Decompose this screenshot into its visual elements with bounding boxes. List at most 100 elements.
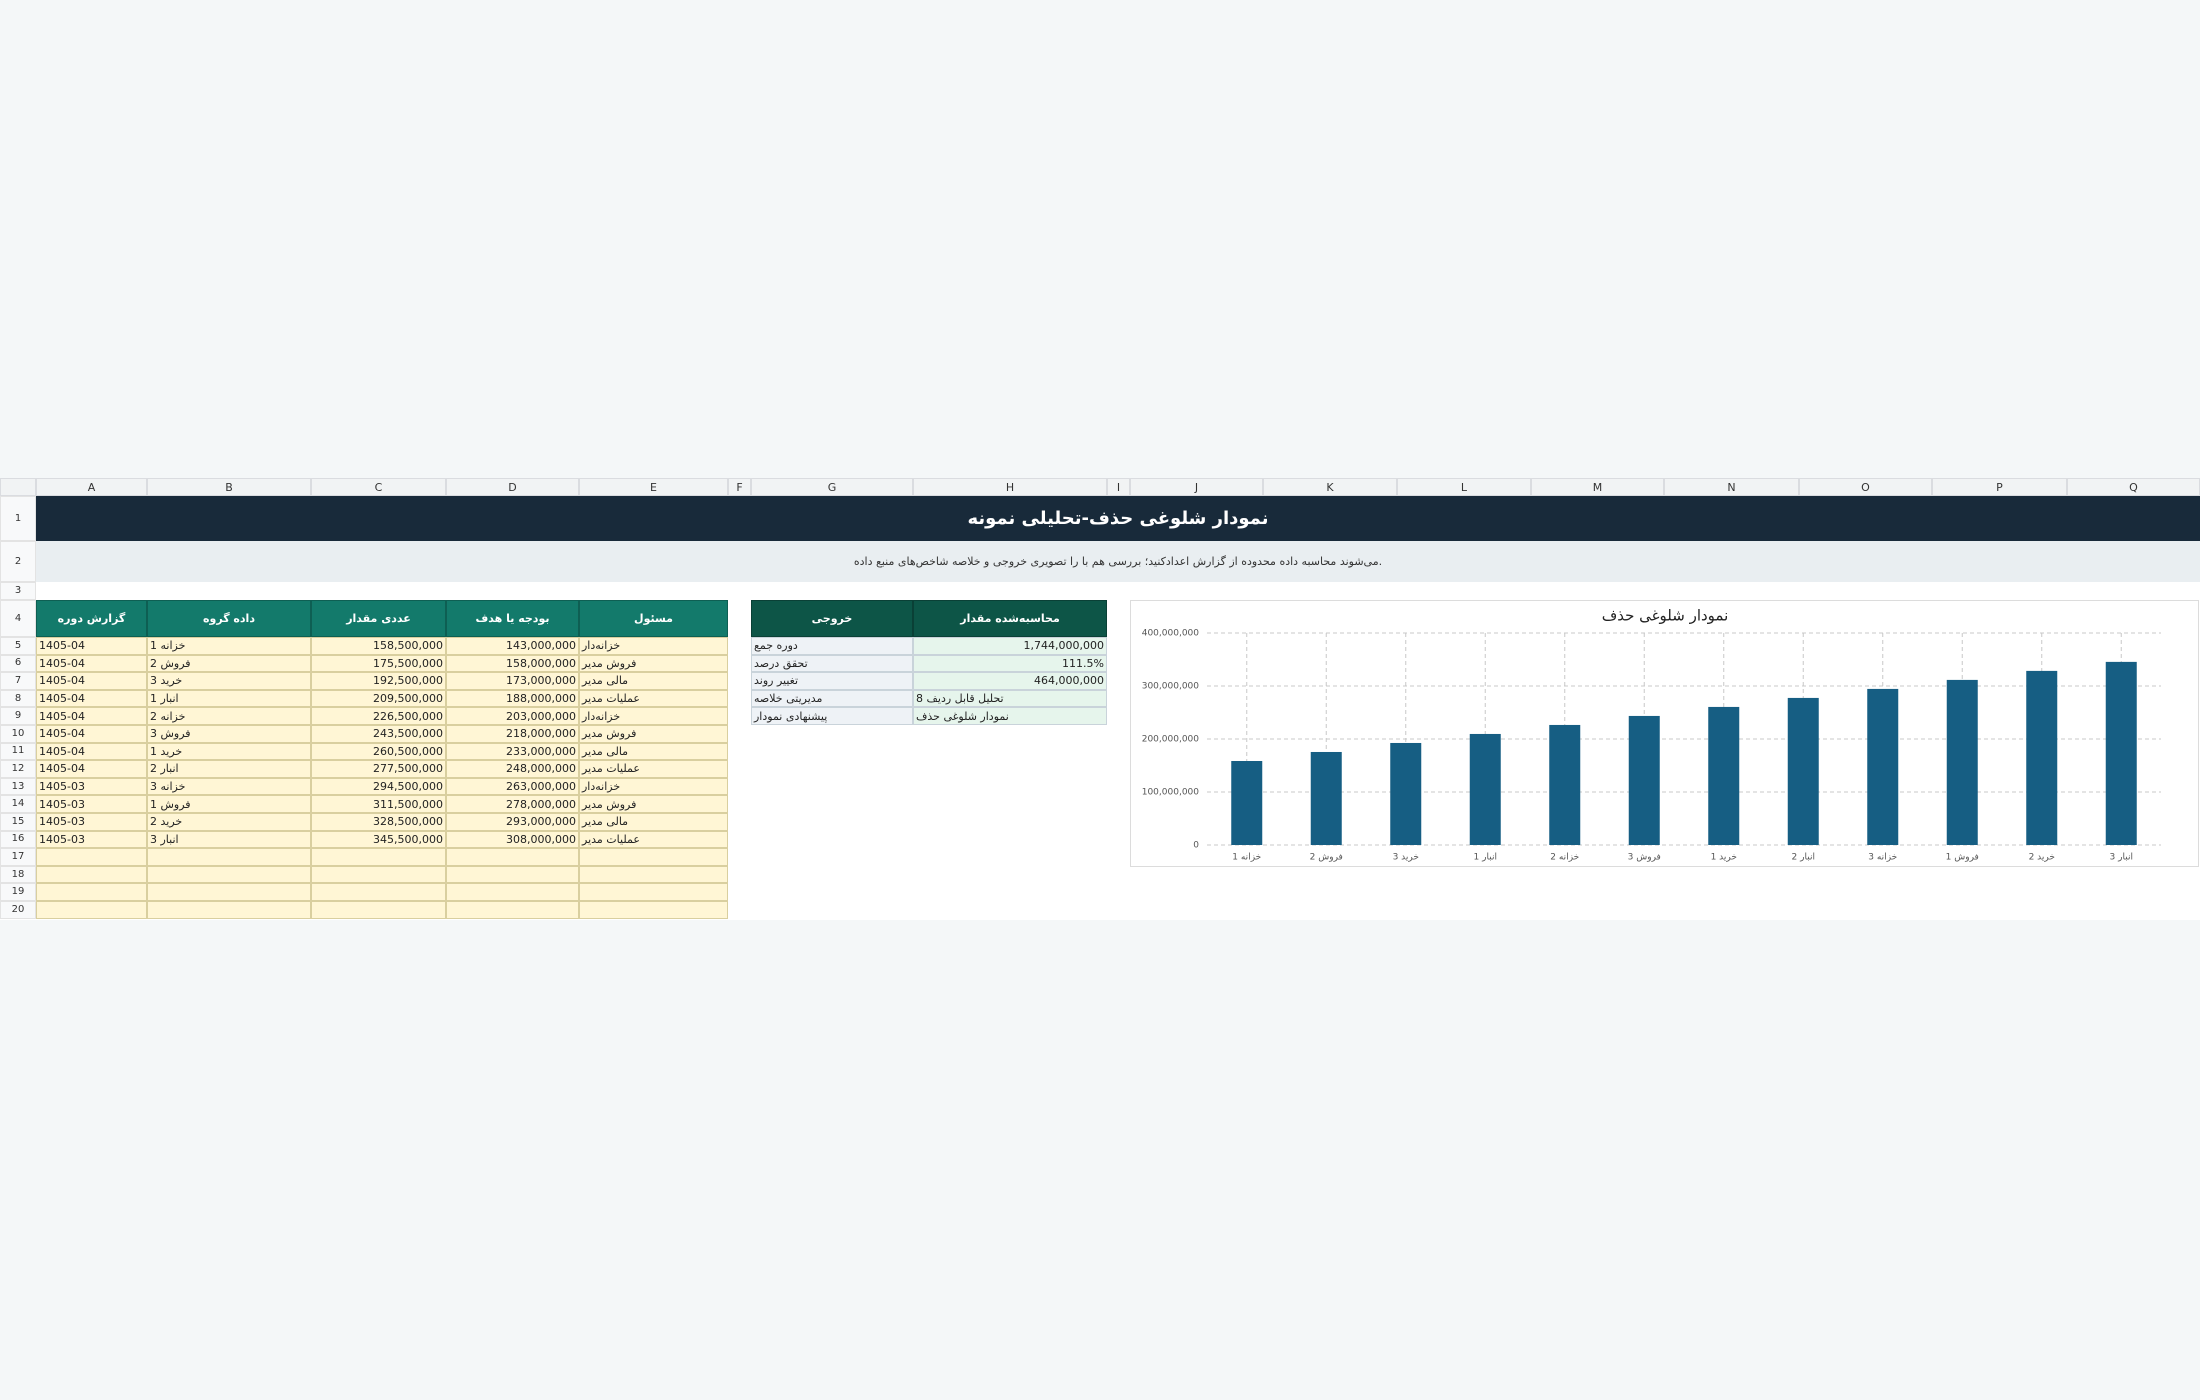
table-cell [36,883,147,901]
table-cell: 243,500,000 [311,725,446,743]
table-cell: 218,000,000 [446,725,579,743]
table-cell: خرید 3 [147,672,311,690]
table-cell [446,865,579,884]
column-header: H [913,478,1107,496]
table-cell [311,865,446,884]
table-cell: خرید 2 [147,813,311,831]
row-header: 9 [0,707,36,725]
summary-label: تغییر روند [751,672,913,690]
column-header: P [1932,478,2067,496]
table-cell: فروش مدیر [579,725,728,743]
table-cell [311,901,446,919]
table-cell: 278,000,000 [446,795,579,813]
table-cell [446,848,579,866]
table-cell: خزانه‌دار [579,707,728,725]
row-header: 15 [0,813,36,831]
table-cell [147,901,311,919]
row-header: 11 [0,742,36,761]
column-header: K [1263,478,1397,496]
table-cell: 1405-03 [36,777,147,796]
summary-label: تحقق درصد [751,654,913,673]
table-cell: فروش 2 [147,654,311,673]
table-cell [579,848,728,866]
bar [2105,661,2137,845]
table-cell: خزانه 3 [147,777,311,796]
chart-frame [1130,600,2199,867]
x-tick-label: فروش 2 [1310,853,1343,863]
table-cell: 1405-03 [36,830,147,849]
table-cell [311,883,446,901]
table-cell: عملیات مدیر [579,760,728,778]
table-cell: 293,000,000 [446,813,579,831]
table-cell: 248,000,000 [446,760,579,778]
column-header: M [1531,478,1664,496]
table-cell [147,883,311,901]
table-header: عددی مقدار [311,600,446,637]
x-tick-label: خرید 3 [1393,853,1419,863]
row-header: 1 [0,496,36,541]
table-cell [36,848,147,866]
summary-header: محاسبه‌شده مقدار [913,600,1107,637]
table-cell: انبار 3 [147,830,311,849]
x-tick-label: انبار 1 [1474,853,1497,863]
summary-value: 111.5% [913,654,1107,673]
row-header: 4 [0,600,36,637]
column-header: N [1664,478,1799,496]
bar [1708,706,1740,845]
table-cell [147,848,311,866]
table-cell: 277,500,000 [311,760,446,778]
row-header: 19 [0,883,36,901]
bar [1628,715,1660,845]
y-tick-label: 100,000,000 [1142,788,1200,798]
table-cell: 328,500,000 [311,813,446,831]
row-header: 3 [0,582,36,600]
table-cell: خزانه 2 [147,707,311,725]
table-cell: 203,000,000 [446,707,579,725]
summary-value: نمودار شلوغی حذف [913,707,1107,725]
row-header: 2 [0,541,36,582]
table-cell: مالی مدیر [579,742,728,761]
table-cell [36,865,147,884]
table-cell: 263,000,000 [446,777,579,796]
bar [1231,760,1263,845]
row-header: 18 [0,865,36,884]
row-header: 5 [0,637,36,655]
chart: نمودار شلوغی حذف 0 100,000,000 200,000,000 3… [1130,600,2199,867]
table-cell: عملیات مدیر [579,689,728,708]
row-header: 12 [0,760,36,778]
row-header: 10 [0,725,36,743]
x-tick-label: فروش 3 [1628,853,1661,863]
x-tick-label: خزانه 2 [1550,853,1579,863]
x-tick-label: انبار 3 [2110,853,2133,863]
table-cell: 175,500,000 [311,654,446,673]
table-cell: 1405-04 [36,637,147,655]
table-cell: 192,500,000 [311,672,446,690]
column-header: O [1799,478,1932,496]
bar [1549,724,1581,845]
table-cell [36,901,147,919]
table-cell: فروش مدیر [579,654,728,673]
column-header: J [1130,478,1263,496]
column-header: I [1107,478,1130,496]
summary-value: تحلیل قابل ردیف 8 [913,689,1107,708]
summary-header: خروجی [751,600,913,637]
row-header: 20 [0,901,36,919]
table-cell: خرید 1 [147,742,311,761]
bar [2026,670,2058,845]
column-header: A [36,478,147,496]
bar [1867,688,1899,845]
table-cell: 226,500,000 [311,707,446,725]
sheet-subtitle: می‌شوند محاسبه داده محدوده از گزارش اعدا… [36,541,2200,582]
row-header: 13 [0,777,36,796]
table-cell [579,865,728,884]
table-cell: مالی مدیر [579,672,728,690]
corner [0,478,36,496]
column-header: C [311,478,446,496]
table-cell: 173,000,000 [446,672,579,690]
table-cell: 1405-04 [36,672,147,690]
row-header: 6 [0,654,36,673]
x-tick-label: فروش 1 [1946,853,1979,863]
column-header: L [1397,478,1531,496]
table-cell: خزانه‌دار [579,637,728,655]
